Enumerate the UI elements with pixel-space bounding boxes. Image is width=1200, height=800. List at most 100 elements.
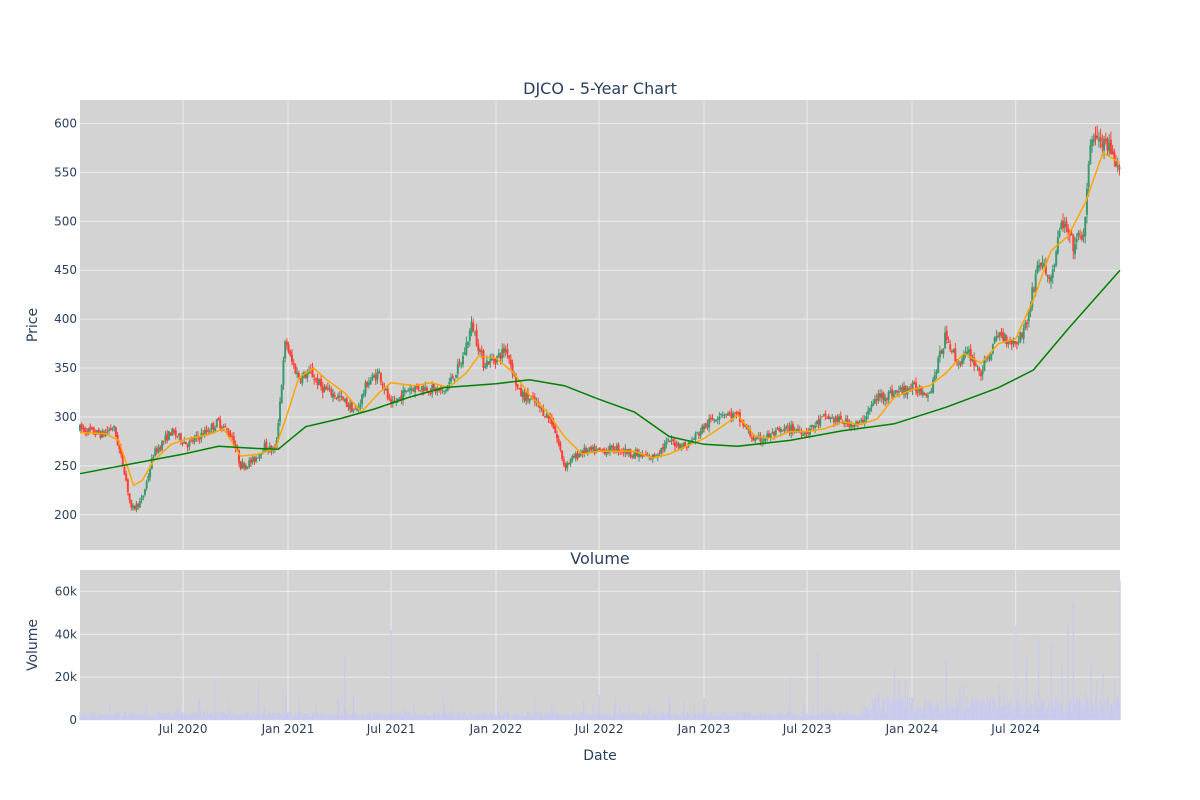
candle-body [449,377,452,382]
candle-body [928,392,931,394]
x-tick-label: Jul 2024 [990,722,1040,736]
candle-body [1104,139,1107,142]
candle-body [817,419,820,424]
candle-body [1084,216,1087,237]
candle-body [790,424,793,434]
candle-body [810,424,813,428]
candle-body [1103,138,1106,151]
volume-bar [946,706,948,720]
volume-bar [137,715,139,720]
candle-body [566,462,569,469]
candle-body [1092,138,1095,142]
candle-body [1096,135,1099,139]
volume-bar [872,705,874,720]
volume-bar [198,700,200,720]
candle-body [388,398,391,400]
candle-body [277,422,280,440]
volume-bar [255,714,257,720]
candle-body [889,391,892,394]
volume-bar [240,715,242,720]
volume-bar [366,712,368,720]
candle-body [525,393,528,401]
price-plot-area[interactable] [80,100,1120,550]
volume-bar [1061,666,1063,720]
volume-bar [795,713,797,720]
volume-bar [735,712,737,720]
candle-body [126,479,129,493]
volume-bar [817,651,819,720]
candle-body [509,359,512,365]
volume-bar [913,712,915,720]
volume-bar [362,711,364,720]
volume-bar [289,711,291,720]
candle-body [1039,262,1042,266]
candle-body [80,424,83,429]
volume-bar [462,712,464,720]
volume-bar [503,714,505,720]
volume-bar [870,710,872,720]
volume-bar [715,714,717,720]
volume-bar [489,713,491,720]
volume-bar [373,711,375,720]
volume-bar [705,713,707,720]
volume-bar [325,712,327,720]
candle-body [718,416,721,420]
candle-body [668,440,671,443]
candle-body [532,396,535,398]
candle-body [976,365,979,367]
volume-bar [417,715,419,720]
volume-bar [631,714,633,720]
candle-body [162,440,165,442]
volume-y-tick-label: 60k [55,584,77,598]
candle-body [330,388,333,396]
volume-bar [574,714,576,720]
volume-bar [383,715,385,720]
volume-bar [703,698,705,720]
volume-bar [615,696,617,720]
volume-bar [394,716,396,720]
candle-body [499,354,502,359]
candle-body [937,358,940,373]
volume-bar [293,715,295,720]
volume-bar [363,716,365,720]
volume-bar [1045,706,1047,720]
candle-body [1019,332,1022,343]
volume-bar [241,711,243,720]
candle-body [750,437,753,439]
candle-body [1046,274,1049,277]
candle-body [870,404,873,408]
volume-bar [291,715,293,720]
candle-body [460,364,463,366]
volume-bar [993,697,995,720]
volume-bar [305,713,307,720]
volume-bar [941,698,943,720]
candle-body [932,379,935,393]
candle-body [562,459,565,465]
volume-bar [96,716,98,720]
candle-body [390,399,393,403]
candle-body [279,401,282,422]
volume-bar [465,715,467,720]
candle-body [253,456,256,462]
volume-bar [901,695,903,720]
price-y-tick-label: 200 [54,508,77,522]
volume-bar [81,714,83,720]
volume-bar [829,709,831,720]
volume-bar [298,696,300,720]
volume-bar [234,712,236,720]
volume-bar [479,713,481,720]
volume-bar [961,713,963,720]
candle-body [465,342,468,355]
candle-body [887,391,890,401]
x-tick-label: Jul 2021 [366,722,416,736]
volume-bar [802,715,804,720]
volume-bar [990,696,992,720]
candle-body [819,418,822,426]
volume-bar [867,707,869,720]
volume-bar [453,713,455,720]
volume-bar [667,712,669,720]
candle-body [973,357,976,366]
volume-bar [770,713,772,720]
candle-body [800,430,803,435]
